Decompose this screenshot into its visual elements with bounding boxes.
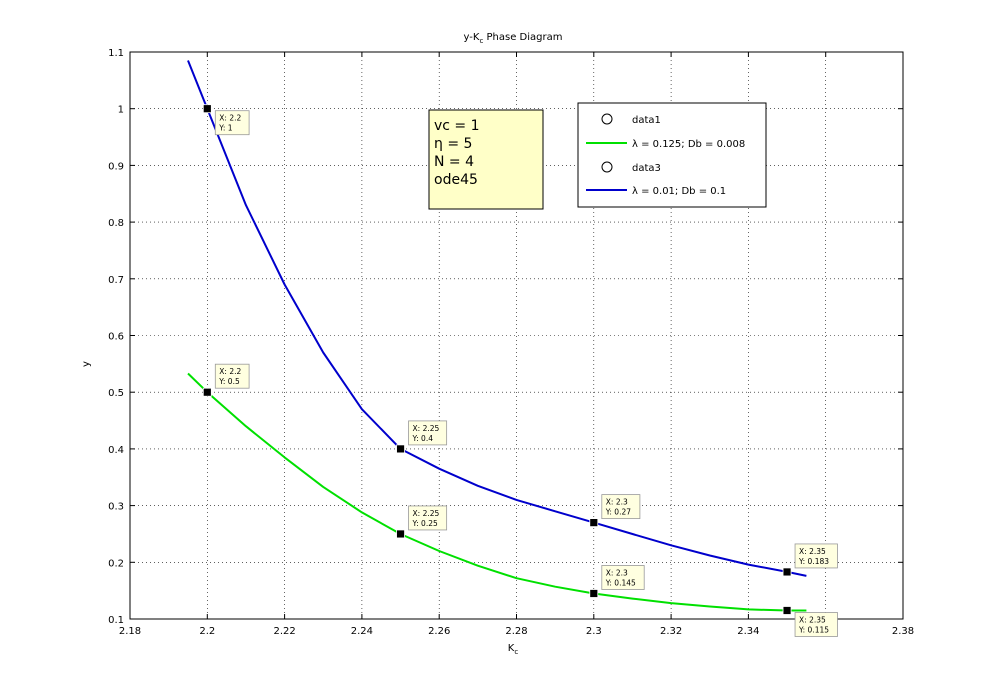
x-tick-label: 2.28 xyxy=(505,626,527,637)
annotation-eta-symbol: η xyxy=(434,136,443,152)
datatip-x-label: X: 2.25 xyxy=(413,509,440,518)
y-axis-label: y xyxy=(81,361,92,367)
y-tick-label: 0.5 xyxy=(108,388,124,399)
datatip: X: 2.25Y: 0.25 xyxy=(408,505,448,531)
x-tick-label: 2.22 xyxy=(273,626,295,637)
xlabel-main: K xyxy=(508,643,515,654)
x-tick-label: 2.2 xyxy=(199,626,215,637)
datatip-x-label: X: 2.2 xyxy=(219,114,241,123)
legend-marker-data3 xyxy=(601,161,613,173)
datatips: X: 2.2Y: 1X: 2.2Y: 0.5X: 2.25Y: 0.4X: 2.… xyxy=(214,110,838,637)
legend-label-data1: data1 xyxy=(632,115,661,126)
y-tick-label: 0.4 xyxy=(108,445,124,456)
data-point-marker xyxy=(782,567,792,577)
datatip: X: 2.35Y: 0.115 xyxy=(794,612,838,637)
x-tick-label: 2.3 xyxy=(586,626,602,637)
data-point-marker xyxy=(782,606,792,615)
y-tick-label: 0.1 xyxy=(108,615,124,626)
y-tick-label: 0.3 xyxy=(108,502,124,513)
x-tick-label: 2.18 xyxy=(119,626,141,637)
datatip-y-label: Y: 0.115 xyxy=(798,625,829,634)
datatip-box xyxy=(214,363,250,389)
series-line-blue xyxy=(187,60,807,577)
title-subscript: c xyxy=(479,37,483,45)
series-lines xyxy=(187,60,807,612)
data-point-marker xyxy=(396,444,405,454)
chart-title: y-Kc Phase Diagram xyxy=(464,32,563,45)
y-tick-label: 0.8 xyxy=(108,218,124,229)
x-tick-label: 2.26 xyxy=(428,626,450,637)
datatip-y-label: Y: 1 xyxy=(218,124,232,133)
datatip-box xyxy=(408,420,448,446)
y-tick-label: 0.6 xyxy=(108,332,124,343)
annotation-line-solver: ode45 xyxy=(434,172,478,188)
datatip-x-label: X: 2.35 xyxy=(799,615,826,624)
x-tick-label: 2.38 xyxy=(892,626,914,637)
data-markers xyxy=(202,104,792,615)
datatip-box xyxy=(214,110,250,136)
y-tick-label: 0.7 xyxy=(108,275,124,286)
legend-label-blue: λ = 0.01; Db = 0.1 xyxy=(632,186,726,197)
data-point-marker xyxy=(396,529,405,539)
title-rest: Phase Diagram xyxy=(483,32,562,43)
datatip: X: 2.2Y: 1 xyxy=(214,110,250,136)
annotation-textbox: vc = 1 η = 5 N = 4 ode45 xyxy=(428,109,544,210)
datatip-box xyxy=(601,565,645,590)
data-point-marker xyxy=(589,589,599,598)
axes xyxy=(129,51,904,620)
datatip: X: 2.3Y: 0.27 xyxy=(601,494,641,520)
datatip-x-label: X: 2.35 xyxy=(799,547,826,556)
legend: data1 λ = 0.125; Db = 0.008 data3 λ = 0.… xyxy=(577,102,767,208)
datatip-y-label: Y: 0.183 xyxy=(798,557,829,566)
series-line-green xyxy=(187,372,807,612)
y-tick-label: 1 xyxy=(118,105,124,116)
y-tick-label: 0.2 xyxy=(108,558,124,569)
annotation-background xyxy=(428,109,544,210)
datatip-x-label: X: 2.3 xyxy=(606,498,628,507)
annotation-line-n: N = 4 xyxy=(434,154,474,170)
annotation-line-vc: vc = 1 xyxy=(434,118,480,134)
annotation-eta-value: = 5 xyxy=(443,136,473,152)
datatip-y-label: Y: 0.5 xyxy=(218,377,240,386)
y-tick-labels: 0.1 0.2 0.3 0.4 0.5 0.6 0.7 0.8 0.9 1 1.1 xyxy=(108,48,124,626)
y-tick-label: 1.1 xyxy=(108,48,124,59)
legend-label-data3: data3 xyxy=(632,163,661,174)
annotation-line-eta: η = 5 xyxy=(434,136,472,152)
datatip-x-label: X: 2.3 xyxy=(606,568,628,577)
data-point-marker xyxy=(202,387,212,397)
datatip-x-label: X: 2.2 xyxy=(219,367,241,376)
data-point-marker xyxy=(202,104,212,114)
datatip-y-label: Y: 0.27 xyxy=(605,508,631,517)
datatip-box xyxy=(794,543,838,569)
datatip-y-label: Y: 0.25 xyxy=(412,519,438,528)
datatip: X: 2.35Y: 0.183 xyxy=(794,543,838,569)
legend-marker-data1 xyxy=(601,113,613,125)
datatip: X: 2.2Y: 0.5 xyxy=(214,363,250,389)
xlabel-subscript: c xyxy=(514,648,518,656)
datatip-box xyxy=(794,612,838,637)
datatip-box xyxy=(601,494,641,520)
x-axis-label: Kc xyxy=(508,643,519,656)
datatip: X: 2.3Y: 0.145 xyxy=(601,565,645,590)
datatip-y-label: Y: 0.145 xyxy=(605,578,636,587)
data-point-marker xyxy=(589,518,599,528)
datatip: X: 2.25Y: 0.4 xyxy=(408,420,448,446)
legend-label-green: λ = 0.125; Db = 0.008 xyxy=(632,139,745,150)
x-tick-label: 2.24 xyxy=(351,626,373,637)
datatip-y-label: Y: 0.4 xyxy=(412,434,434,443)
datatip-x-label: X: 2.25 xyxy=(413,424,440,433)
x-tick-label: 2.34 xyxy=(737,626,759,637)
datatip-box xyxy=(408,505,448,531)
y-tick-label: 0.9 xyxy=(108,161,124,172)
x-tick-label: 2.32 xyxy=(660,626,682,637)
title-main: y-K xyxy=(464,32,480,43)
